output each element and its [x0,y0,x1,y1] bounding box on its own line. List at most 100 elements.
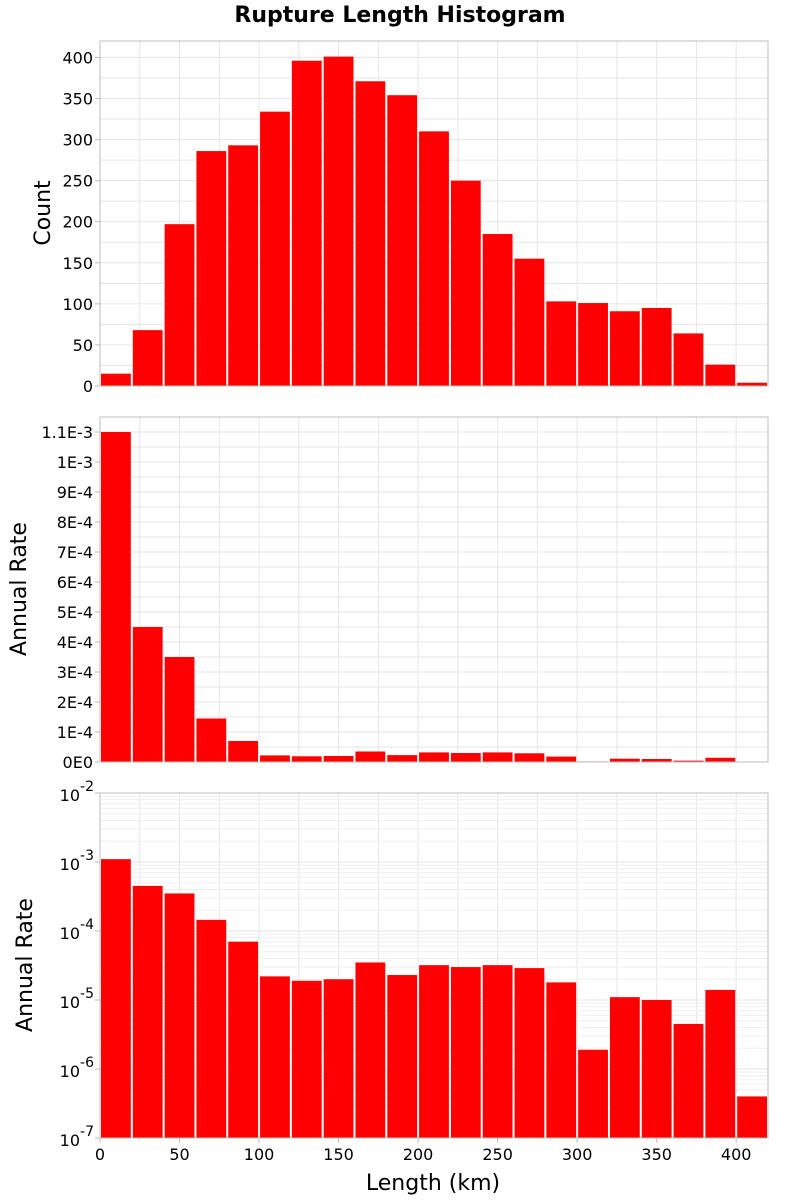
rate-log-panel: Annual Rate Length (km) 10-7 10-6 10-5 10-4… [13,779,769,1196]
plot-frame [99,792,769,1139]
y-tick-label: 2E-4 [57,693,93,712]
x-tick-label: 50 [169,1145,189,1164]
histogram-bar [101,373,131,386]
grid [100,416,768,762]
x-tick-label: 250 [482,1145,513,1164]
y-axis-ticks: 0 50 100 150 200 250 300 350 400 [62,48,100,396]
histogram-bar [737,382,767,386]
y-tick-label: 0E0 [63,753,93,772]
y-tick-label: 10-4 [60,917,94,943]
histogram-bar [164,224,195,386]
y-tick-label: 10-7 [60,1124,94,1150]
y-tick-label: 200 [62,213,93,232]
y-axis-ticks: 10-7 10-6 10-5 10-4 10-3 10-2 [60,779,100,1150]
histogram-bar [673,333,704,386]
histogram-bar [260,111,290,387]
x-tick-label: 350 [641,1145,672,1164]
y-tick-label: 350 [62,90,93,109]
y-tick-label: 4E-4 [57,633,93,652]
histogram-bar [546,301,577,386]
y-tick-label: 7E-4 [57,543,93,562]
histogram-bar [546,756,577,762]
histogram-bar [323,979,354,1138]
histogram-bar [419,965,449,1138]
histogram-bar [132,330,163,386]
histogram-bar [291,756,322,762]
histogram-bar [164,657,195,762]
histogram-bar [641,1000,672,1138]
histogram-bar [164,893,195,1138]
y-axis-ticks: 0E0 1E-4 2E-4 3E-4 4E-4 5E-4 6E-4 7E-4 8E-4 9E-4 1… [41,423,100,772]
y-tick-label: 50 [73,336,93,355]
y-tick-label: 250 [62,172,93,191]
histogram-bar [260,976,290,1138]
histogram-bar [323,56,354,386]
histogram-bar [450,753,481,762]
x-tick-label: 200 [403,1145,434,1164]
x-tick-label: 150 [323,1145,354,1164]
histogram-bar [196,718,227,762]
bars [101,859,767,1138]
y-tick-label: 150 [62,254,93,273]
count-panel: Count 0 50 100 150 200 250 300 350 400 [31,40,769,396]
histogram-bar [450,967,481,1138]
bars [101,56,767,387]
y-tick-label: 10-3 [60,848,94,874]
histogram-bar [387,975,418,1138]
histogram-bar [514,753,545,762]
rate-linear-ylabel: Annual Rate [7,522,32,656]
plot-frame [99,416,769,763]
histogram-bar [641,759,672,762]
rate-log-ylabel: Annual Rate [13,898,38,1032]
histogram-bar [609,997,640,1138]
histogram-bar [101,432,131,762]
x-tick-label: 0 [95,1145,105,1164]
chart-title: Rupture Length Histogram [234,3,565,28]
y-tick-label: 1.1E-3 [41,423,93,442]
histogram-bar [514,258,545,386]
histogram-bar [578,303,608,386]
histogram-bar [482,965,513,1138]
histogram-bar [673,1023,704,1138]
histogram-bar [705,989,736,1138]
histogram-bar [419,752,449,762]
y-tick-label: 100 [62,295,93,314]
histogram-bar [673,760,704,762]
y-tick-label: 1E-4 [57,723,93,742]
x-tick-label: 400 [721,1145,752,1164]
histogram-bar [228,145,259,386]
histogram-bar [641,307,672,386]
histogram-bar [291,60,322,386]
histogram-bar [228,941,259,1138]
histogram-bar [291,980,322,1138]
histogram-bar [323,756,354,762]
y-tick-label: 5E-4 [57,603,93,622]
rate-linear-panel: Annual Rate 0E0 1E-4 2E-4 3E-4 4E-4 5E-4 6E-4 7… [7,416,769,772]
x-tick-label: 300 [562,1145,593,1164]
y-tick-label: 0 [83,377,93,396]
histogram-bar [482,234,513,386]
histogram-bar [101,859,131,1138]
y-tick-label: 9E-4 [57,483,93,502]
histogram-bar [387,755,418,762]
y-tick-label: 6E-4 [57,573,93,592]
y-tick-label: 300 [62,131,93,150]
histogram-bar [355,751,386,762]
histogram-bar [132,627,163,762]
histogram-bar [196,151,227,386]
histogram-bar [450,180,481,386]
x-axis-ticks: 0 50 100 150 200 250 300 350 400 [95,1138,752,1164]
histogram-bar [132,885,163,1138]
histogram-bar [260,755,290,762]
histogram-bar [387,95,418,386]
histogram-bar [609,311,640,386]
histogram-bar [546,982,577,1138]
histogram-bar [578,1049,608,1138]
histogram-bar [228,741,259,762]
plot-frame [99,40,769,387]
histogram-bar [196,919,227,1138]
histogram-bar [705,757,736,762]
x-tick-label: 100 [244,1145,275,1164]
y-tick-label: 400 [62,48,93,67]
